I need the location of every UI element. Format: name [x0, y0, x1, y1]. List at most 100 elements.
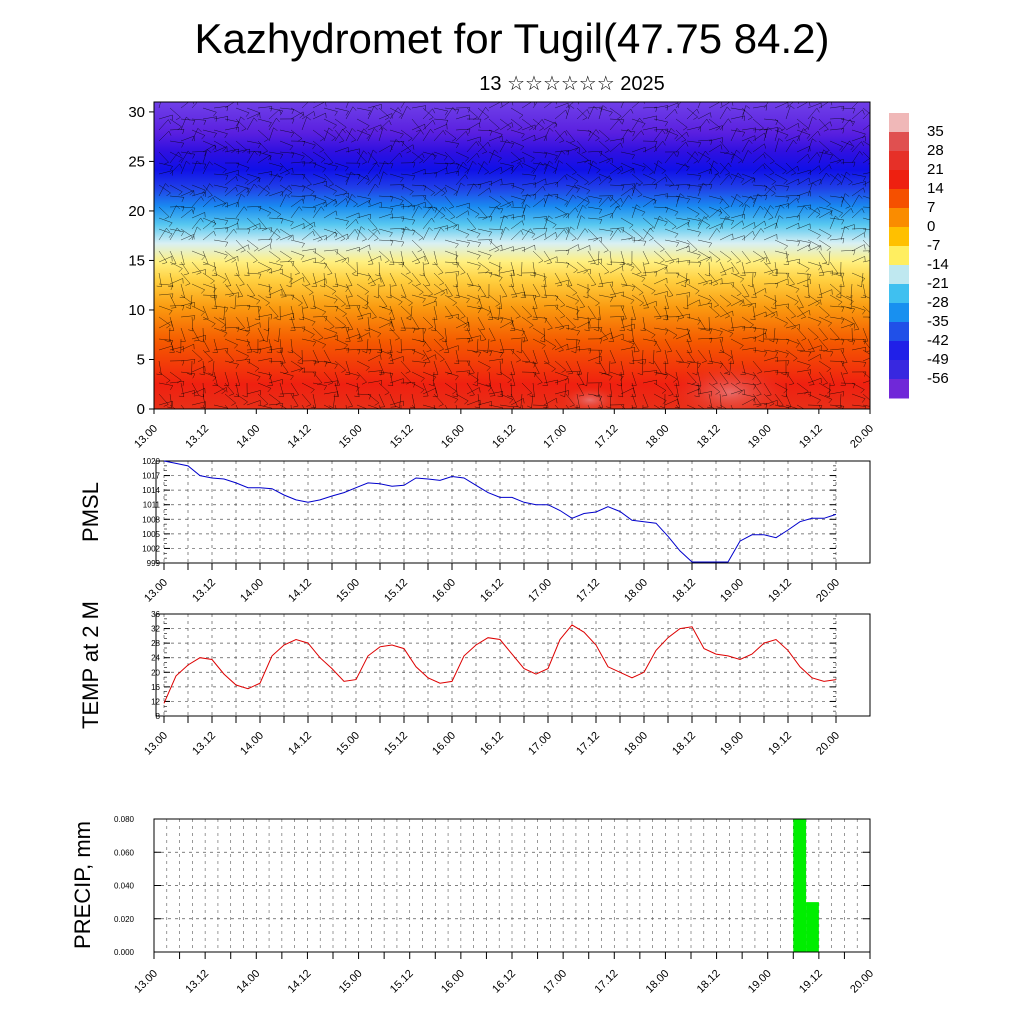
wind-barb	[840, 294, 854, 306]
wind-barb	[378, 213, 393, 219]
wind-barb	[642, 162, 655, 175]
wind-barb	[345, 305, 361, 311]
wind-barb	[235, 187, 250, 197]
wind-barb	[158, 371, 171, 384]
wind-barb	[807, 239, 821, 251]
wind-barb	[389, 140, 405, 147]
wind-barb	[310, 294, 316, 310]
x-tick-label: 17.00	[526, 730, 554, 758]
wind-barb	[598, 212, 613, 219]
wind-barb	[367, 183, 379, 197]
wind-barb	[708, 305, 720, 319]
wind-barb	[246, 117, 258, 131]
wind-barb	[587, 129, 600, 142]
wind-barb	[334, 327, 350, 333]
wind-barb	[829, 371, 835, 386]
wind-barb	[763, 305, 776, 318]
wind-barb	[411, 123, 426, 131]
heatmap-x-axis: 13.00 13.12 14.00 14.12 15.00 15.12 16.00 16.12…	[132, 409, 876, 451]
wind-barb	[312, 327, 324, 341]
wind-barb	[169, 346, 184, 352]
wind-barb	[389, 107, 403, 119]
x-tick-label: 18.12	[670, 577, 698, 605]
wind-barb	[466, 217, 477, 231]
wind-barb	[433, 225, 448, 231]
wind-barb	[422, 206, 435, 219]
wind-barb	[345, 162, 361, 168]
wind-barb	[565, 338, 581, 345]
wind-barb	[345, 171, 355, 186]
wind-barb	[609, 184, 625, 191]
wind-barb	[422, 272, 431, 287]
wind-barb	[290, 250, 305, 260]
wind-barb	[829, 316, 845, 324]
wind-barb	[675, 292, 691, 298]
wind-barb	[180, 371, 196, 379]
wind-barb	[543, 294, 559, 301]
wind-barb	[707, 349, 713, 364]
wind-barb	[180, 272, 191, 286]
wind-barb	[356, 327, 363, 342]
wind-barb	[202, 161, 214, 175]
wind-barb	[356, 272, 371, 281]
wind-barb	[719, 305, 731, 319]
wind-barb	[565, 228, 577, 242]
wind-barb	[455, 370, 471, 376]
wind-barb	[763, 162, 775, 176]
wind-barb	[664, 127, 675, 142]
temperature-series-line	[163, 624, 837, 704]
x-tick-label: 14.00	[234, 968, 262, 996]
wind-barb	[389, 316, 395, 331]
wind-barb	[356, 312, 371, 319]
wind-barb	[796, 369, 812, 375]
wind-barb	[620, 129, 636, 137]
wind-barb	[587, 382, 603, 388]
wind-barb	[433, 393, 444, 407]
wind-barb	[785, 258, 800, 265]
wind-barb	[818, 121, 832, 131]
wind-barb	[433, 283, 446, 296]
wind-barb	[180, 160, 191, 175]
wind-barb	[598, 173, 613, 184]
wind-barb	[499, 166, 514, 175]
wind-barb	[785, 178, 800, 186]
wind-barb	[389, 400, 404, 407]
wind-barb	[455, 162, 469, 174]
wind-barb	[543, 393, 549, 408]
wind-barb	[774, 278, 789, 285]
wind-barb	[301, 206, 317, 213]
wind-barb	[257, 206, 272, 217]
wind-barb	[455, 294, 470, 304]
wind-barb	[158, 151, 170, 165]
wind-barb	[488, 195, 502, 207]
wind-barb	[609, 107, 622, 120]
wind-barb	[400, 316, 406, 331]
wind-barb	[235, 107, 250, 117]
wind-barb	[235, 304, 251, 311]
wind-barb	[653, 128, 669, 134]
x-tick-label: 15.12	[382, 577, 410, 605]
wind-barb	[191, 387, 206, 395]
wind-barb	[411, 195, 427, 201]
wind-barb	[686, 108, 700, 120]
x-tick-label: 17.00	[526, 577, 554, 605]
colorbar-swatch	[889, 284, 909, 304]
wind-barb	[663, 349, 669, 364]
wind-barb	[680, 272, 688, 288]
wind-barb	[345, 316, 354, 331]
wind-barb	[696, 371, 702, 386]
wind-barb	[411, 272, 422, 286]
wind-barb	[257, 404, 273, 409]
wind-barb	[719, 233, 734, 241]
y-tick-label: 32	[151, 625, 160, 634]
wind-barb	[158, 228, 173, 238]
wind-barb	[488, 206, 504, 214]
wind-barb	[593, 382, 600, 398]
x-tick-label: 19.12	[797, 968, 825, 996]
wind-barb	[752, 118, 765, 131]
wind-barb	[642, 126, 657, 133]
wind-barb	[807, 377, 822, 384]
wind-barb	[741, 222, 756, 230]
wind-barb	[543, 194, 559, 200]
wind-barb	[541, 272, 547, 288]
